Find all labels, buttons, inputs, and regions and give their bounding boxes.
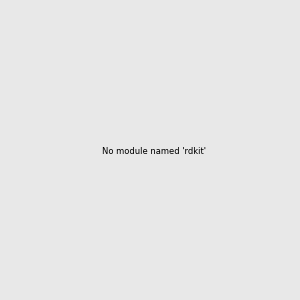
Text: No module named 'rdkit': No module named 'rdkit': [102, 147, 206, 156]
